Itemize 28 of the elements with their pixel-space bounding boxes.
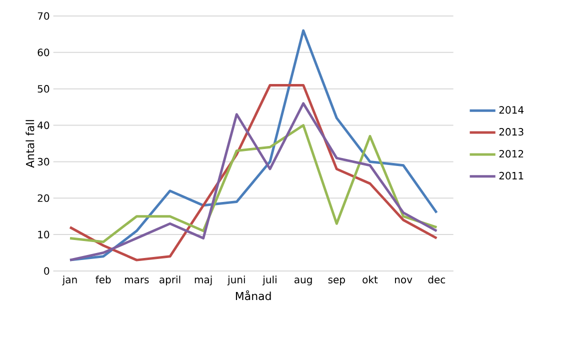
y-tick-label: 20 <box>38 194 50 202</box>
line-series <box>68 29 438 262</box>
x-tick-label: juni <box>227 276 245 286</box>
x-tick-label: juli <box>262 276 276 286</box>
line-series <box>68 124 438 244</box>
y-tick-label: 70 <box>38 12 50 20</box>
x-tick-label: aug <box>294 278 312 286</box>
x-tick-label: maj <box>194 276 212 286</box>
y-tick-label: 10 <box>38 230 50 238</box>
x-tick-label: nov <box>395 278 412 284</box>
legend-label: 2011 <box>499 172 524 180</box>
x-tick-label: jan <box>62 276 77 286</box>
y-tick-label: 60 <box>38 48 50 56</box>
x-axis-title: Månad <box>236 290 271 300</box>
x-tick-label: mars <box>124 278 149 284</box>
x-tick-label: dec <box>428 276 446 284</box>
y-tick-label: 0 <box>44 267 50 275</box>
x-tick-label: feb <box>96 276 111 284</box>
y-tick-label: 50 <box>38 85 50 93</box>
legend-label: 2014 <box>499 106 524 114</box>
y-axis-title: Antal fall <box>26 120 34 168</box>
y-tick-label: 40 <box>38 121 50 130</box>
legend-label: 2013 <box>499 128 524 136</box>
y-tick-label: 30 <box>38 158 50 166</box>
legend-label: 2012 <box>499 150 524 158</box>
x-tick-label: april <box>160 276 180 286</box>
x-tick-label: okt <box>362 276 378 284</box>
x-tick-label: sep <box>328 278 345 286</box>
